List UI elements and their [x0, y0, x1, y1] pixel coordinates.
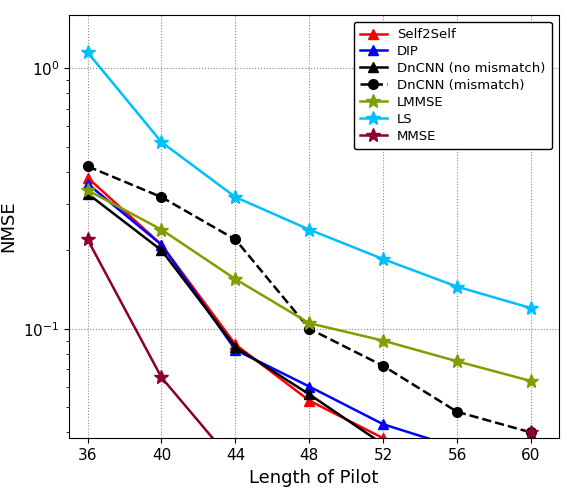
- DIP: [232, 347, 239, 353]
- Self2Self: [158, 242, 165, 248]
- LMMSE: [528, 378, 535, 384]
- Line: DnCNN (mismatch): DnCNN (mismatch): [83, 161, 536, 437]
- MMSE: [84, 237, 91, 243]
- DnCNN (no mismatch): [84, 191, 91, 197]
- LMMSE: [380, 338, 386, 344]
- Line: DIP: DIP: [83, 179, 536, 466]
- LMMSE: [306, 320, 313, 326]
- MMSE: [232, 462, 239, 468]
- DnCNN (mismatch): [232, 237, 239, 243]
- DnCNN (no mismatch): [528, 497, 535, 498]
- Self2Self: [454, 462, 461, 468]
- DnCNN (mismatch): [158, 194, 165, 200]
- LMMSE: [454, 358, 461, 364]
- DnCNN (no mismatch): [158, 248, 165, 253]
- MMSE: [158, 374, 165, 380]
- DnCNN (mismatch): [380, 363, 386, 369]
- LS: [84, 49, 91, 55]
- LS: [528, 305, 535, 311]
- LS: [306, 227, 313, 233]
- Line: LS: LS: [81, 45, 538, 315]
- LS: [232, 194, 239, 200]
- DnCNN (no mismatch): [306, 391, 313, 397]
- Self2Self: [84, 175, 91, 181]
- DnCNN (mismatch): [84, 163, 91, 169]
- DnCNN (no mismatch): [454, 474, 461, 480]
- Self2Self: [306, 397, 313, 403]
- DnCNN (mismatch): [454, 409, 461, 415]
- DIP: [84, 181, 91, 187]
- LMMSE: [158, 227, 165, 233]
- Y-axis label: NMSE: NMSE: [0, 201, 18, 252]
- DnCNN (no mismatch): [380, 441, 386, 447]
- LS: [158, 139, 165, 145]
- Line: MMSE: MMSE: [81, 233, 538, 498]
- Line: Self2Self: Self2Self: [83, 173, 536, 486]
- Legend: Self2Self, DIP, DnCNN (no mismatch), DnCNN (mismatch), LMMSE, LS, MMSE: Self2Self, DIP, DnCNN (no mismatch), DnC…: [354, 21, 552, 149]
- LS: [454, 284, 461, 290]
- DnCNN (mismatch): [528, 429, 535, 435]
- MMSE: [528, 429, 535, 435]
- DIP: [380, 421, 386, 427]
- DIP: [158, 242, 165, 248]
- DIP: [528, 458, 535, 464]
- Self2Self: [380, 435, 386, 441]
- LMMSE: [232, 276, 239, 282]
- Self2Self: [528, 478, 535, 484]
- Line: DnCNN (no mismatch): DnCNN (no mismatch): [83, 189, 536, 498]
- Self2Self: [232, 342, 239, 348]
- Line: LMMSE: LMMSE: [81, 183, 538, 388]
- X-axis label: Length of Pilot: Length of Pilot: [249, 469, 378, 487]
- DnCNN (no mismatch): [232, 344, 239, 350]
- LMMSE: [84, 187, 91, 193]
- DIP: [306, 383, 313, 389]
- DIP: [454, 445, 461, 451]
- DnCNN (mismatch): [306, 326, 313, 332]
- LS: [380, 256, 386, 262]
